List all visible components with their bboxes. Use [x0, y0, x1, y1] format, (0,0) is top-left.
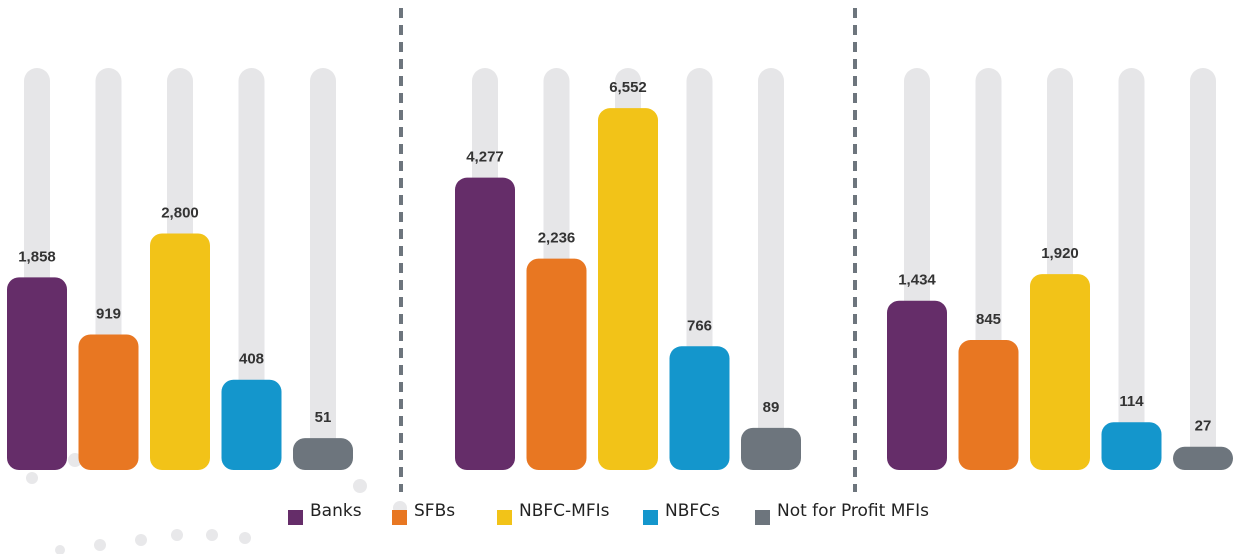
value-label: 408	[239, 351, 264, 368]
value-label: 845	[976, 311, 1001, 328]
value-label: 4,277	[466, 149, 504, 166]
bar	[526, 258, 587, 470]
legend-swatch	[497, 510, 512, 525]
bar	[78, 334, 139, 470]
bar	[150, 233, 210, 470]
value-label: 2,800	[161, 204, 199, 221]
legend-label: SFBs	[414, 501, 455, 521]
bar	[1101, 422, 1162, 470]
track	[1118, 68, 1145, 470]
track	[310, 68, 336, 470]
bar	[887, 300, 947, 470]
value-label: 2,236	[538, 230, 576, 247]
legend-swatch	[392, 510, 407, 525]
bar	[7, 277, 67, 470]
legend-swatch	[755, 510, 770, 525]
track	[1190, 68, 1216, 470]
bar	[958, 340, 1019, 470]
legend-label: NBFC-MFIs	[519, 501, 610, 521]
legend-swatch	[288, 510, 303, 525]
bar	[1173, 446, 1233, 470]
value-label: 1,920	[1041, 245, 1079, 262]
bar	[598, 108, 658, 471]
value-label: 1,434	[898, 272, 936, 289]
legend-label: Not for Profit MFIs	[777, 501, 929, 521]
value-label: 27	[1195, 418, 1212, 435]
value-label: 89	[763, 399, 780, 416]
bar	[455, 177, 515, 470]
track	[238, 68, 265, 470]
legend-swatch	[643, 510, 658, 525]
bar	[741, 427, 801, 470]
value-label: 51	[315, 409, 332, 426]
bar	[1030, 274, 1090, 470]
value-label: 1,858	[18, 248, 56, 265]
value-label: 766	[687, 317, 712, 334]
bar	[221, 379, 282, 470]
value-label: 919	[96, 305, 121, 322]
legend-label: NBFCs	[665, 501, 720, 521]
bar	[293, 438, 353, 470]
value-label: 114	[1119, 393, 1144, 410]
legend-label: Banks	[310, 501, 362, 521]
bar	[669, 346, 730, 470]
track	[758, 68, 784, 470]
value-label: 6,552	[609, 79, 647, 96]
decoration	[26, 453, 407, 554]
